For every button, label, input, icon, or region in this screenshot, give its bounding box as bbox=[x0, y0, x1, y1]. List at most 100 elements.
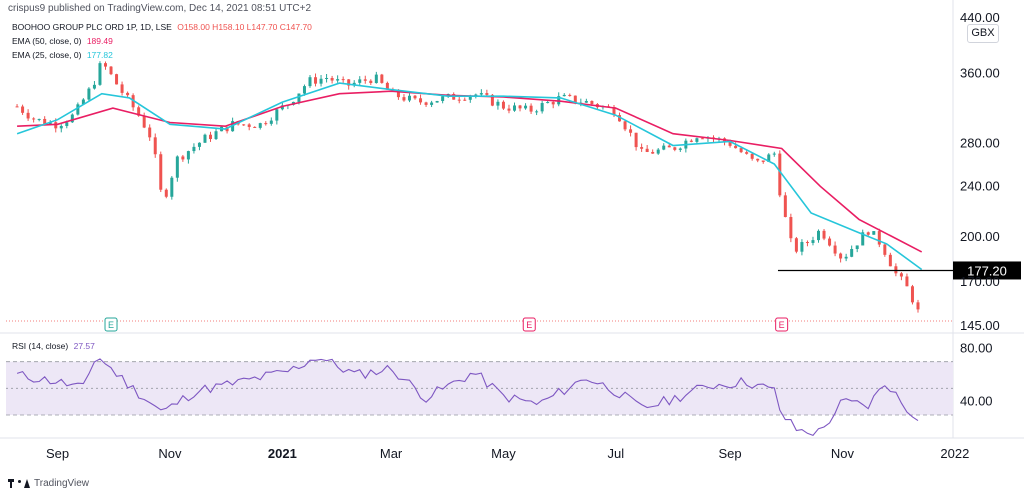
candle-body bbox=[424, 102, 428, 105]
earnings-marker[interactable] bbox=[104, 317, 118, 332]
ema50-value: 189.49 bbox=[86, 36, 113, 46]
candle-body bbox=[247, 124, 251, 127]
ema50-legend: EMA (50, close, 0) 189.49 bbox=[12, 36, 113, 46]
candle-body bbox=[413, 95, 417, 99]
candle-body bbox=[325, 77, 329, 79]
candle-body bbox=[778, 153, 782, 196]
candle-body bbox=[645, 148, 649, 152]
time-tick-label: 2021 bbox=[268, 446, 297, 461]
candle-body bbox=[258, 123, 262, 128]
candle-body bbox=[656, 149, 660, 154]
candle-body bbox=[242, 124, 246, 126]
candle-body bbox=[203, 134, 207, 143]
footer-brand: TradingView bbox=[34, 478, 90, 489]
candle-body bbox=[844, 256, 848, 259]
candle-body bbox=[750, 153, 754, 159]
candle-body bbox=[369, 80, 373, 84]
candle-body bbox=[700, 138, 704, 140]
candle-body bbox=[314, 77, 318, 84]
earnings-marker[interactable] bbox=[522, 317, 536, 332]
earnings-marker[interactable] bbox=[775, 317, 789, 332]
candle-body bbox=[363, 79, 367, 81]
candle-body bbox=[419, 98, 423, 103]
level-price-tag bbox=[953, 261, 1021, 280]
candle-body bbox=[496, 101, 500, 106]
candle-body bbox=[689, 140, 693, 142]
candle-body bbox=[59, 125, 63, 129]
candle-body bbox=[899, 273, 903, 277]
candle-body bbox=[170, 177, 174, 197]
candle-body bbox=[380, 74, 384, 83]
candle-body bbox=[540, 103, 544, 112]
candle-body bbox=[396, 89, 400, 98]
rsi-label[interactable]: RSI (14, close) bbox=[12, 341, 69, 351]
candle-body bbox=[308, 77, 312, 87]
earnings-marker-label: E bbox=[108, 320, 114, 330]
publisher-text: crispus9 published on TradingView.com, D… bbox=[8, 3, 312, 14]
candle-body bbox=[518, 105, 522, 109]
candle-body bbox=[866, 232, 870, 235]
candle-body bbox=[192, 146, 196, 152]
ema50-label[interactable]: EMA (50, close, 0) bbox=[12, 36, 82, 46]
candle-body bbox=[828, 238, 832, 246]
candle-body bbox=[651, 151, 655, 154]
candle-body bbox=[341, 79, 345, 81]
candle-body bbox=[214, 131, 218, 140]
candle-body bbox=[618, 115, 622, 122]
time-tick-label: Nov bbox=[158, 446, 182, 461]
candle-body bbox=[734, 145, 738, 149]
time-tick-label: Mar bbox=[380, 446, 403, 461]
candle-body bbox=[148, 127, 152, 138]
candle-body bbox=[197, 142, 201, 147]
time-tick-label: Sep bbox=[718, 446, 741, 461]
candle-body bbox=[115, 74, 119, 85]
candle-body bbox=[513, 105, 517, 111]
candle-body bbox=[407, 95, 411, 101]
candle-body bbox=[739, 148, 743, 153]
candle-body bbox=[634, 132, 638, 148]
candle-body bbox=[573, 95, 577, 103]
candle-body bbox=[15, 106, 19, 108]
candle-body bbox=[562, 94, 566, 97]
price-tick-label: 440.00 bbox=[960, 10, 1000, 25]
candle-body bbox=[905, 276, 909, 287]
candle-body bbox=[888, 254, 892, 267]
rsi-legend: RSI (14, close) 27.57 bbox=[12, 341, 95, 351]
candle-body bbox=[98, 63, 102, 85]
candle-body bbox=[910, 286, 914, 303]
candle-body bbox=[374, 74, 378, 84]
candle-body bbox=[551, 102, 555, 105]
candle-body bbox=[385, 82, 389, 90]
ema25-label[interactable]: EMA (25, close, 0) bbox=[12, 50, 82, 60]
symbol-name[interactable]: BOOHOO GROUP PLC ORD 1P, 1D, LSE bbox=[12, 22, 172, 32]
candle-body bbox=[568, 94, 572, 96]
candle-body bbox=[529, 105, 533, 112]
candle-body bbox=[789, 217, 793, 239]
candle-body bbox=[109, 66, 113, 75]
candle-body bbox=[269, 120, 273, 124]
candle-body bbox=[546, 102, 550, 104]
candle-body bbox=[264, 123, 268, 125]
candle-body bbox=[402, 97, 406, 101]
candle-body bbox=[76, 104, 80, 115]
candle-body bbox=[302, 86, 306, 94]
candle-body bbox=[474, 94, 478, 96]
price-tick-label: 200.00 bbox=[960, 229, 1000, 244]
candle-body bbox=[37, 118, 41, 120]
price-tick-label: 145.00 bbox=[960, 318, 1000, 333]
currency-button[interactable]: GBX bbox=[967, 24, 999, 43]
tradingview-logo-triangle-icon bbox=[24, 479, 30, 488]
candle-body bbox=[70, 114, 74, 123]
candle-body bbox=[612, 107, 616, 116]
candle-body bbox=[524, 105, 528, 109]
time-tick-label: 2022 bbox=[940, 446, 969, 461]
candle-body bbox=[916, 302, 920, 310]
candle-body bbox=[817, 230, 821, 241]
price-chart-svg[interactable]: 177.20 145.00 170.00 200.00 240.00 280.00 360.… bbox=[0, 0, 1024, 470]
candle-body bbox=[695, 138, 699, 142]
candle-body bbox=[336, 79, 340, 81]
candle-body bbox=[640, 147, 644, 149]
candle-body bbox=[181, 156, 185, 160]
candle-body bbox=[535, 111, 539, 113]
